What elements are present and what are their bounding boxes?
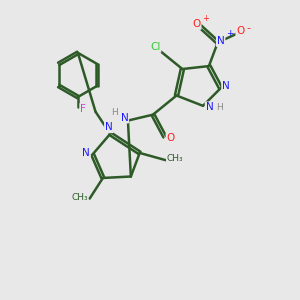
Text: O: O xyxy=(236,26,244,36)
Text: -: - xyxy=(246,23,250,33)
Text: N: N xyxy=(206,102,213,112)
Text: CH₃: CH₃ xyxy=(71,193,88,202)
Text: Cl: Cl xyxy=(150,42,160,52)
Text: N: N xyxy=(121,112,128,123)
Text: +: + xyxy=(226,29,234,38)
Text: CH₃: CH₃ xyxy=(167,154,183,163)
Text: N: N xyxy=(217,36,224,46)
Text: O: O xyxy=(167,133,175,143)
Text: H: H xyxy=(216,103,223,112)
Text: H: H xyxy=(111,108,118,117)
Text: N: N xyxy=(82,148,90,158)
Text: N: N xyxy=(222,81,230,91)
Text: O: O xyxy=(192,19,201,29)
Text: +: + xyxy=(202,14,209,22)
Text: N: N xyxy=(105,122,113,132)
Text: F: F xyxy=(80,104,86,114)
